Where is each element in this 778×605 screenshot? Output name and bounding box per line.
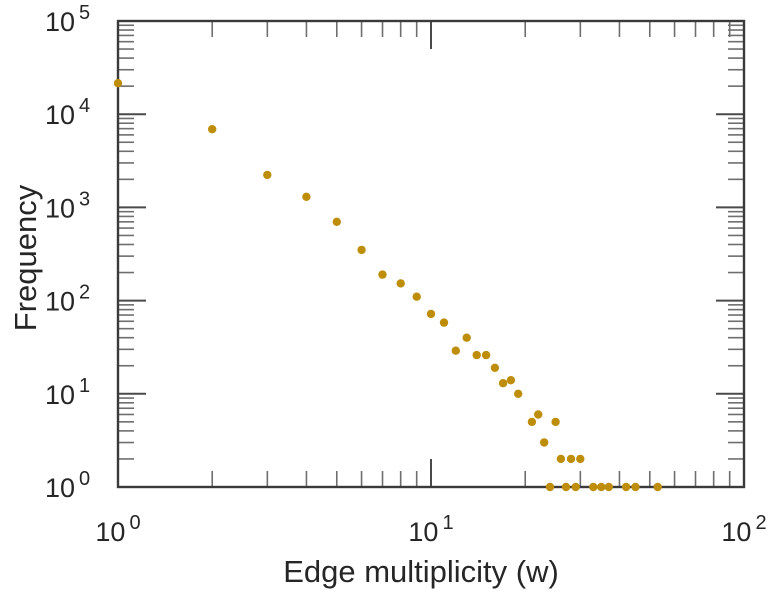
data-point: [566, 454, 576, 464]
data-point: [490, 363, 500, 372]
data-point: [631, 482, 640, 492]
tick-labels-layer: 10 0 10 1 10 2 10 0 10 1 10 2 10 3 10 4 10 5: [45, 2, 767, 547]
y-tick-label: 10 2: [45, 282, 90, 317]
x-tick-label: 10 2: [721, 512, 766, 547]
data-point: [472, 350, 481, 360]
data-point: [589, 482, 598, 492]
data-point: [302, 192, 311, 201]
data-point: [556, 454, 566, 464]
y-tick-label: 10 3: [45, 188, 90, 223]
x-tick-label: 10 0: [95, 512, 140, 547]
data-point: [621, 482, 631, 492]
data-point: [551, 417, 560, 427]
data-point: [439, 318, 449, 327]
y-tick-label: 10 5: [45, 2, 90, 37]
data-point: [412, 292, 421, 301]
data-point: [481, 350, 491, 360]
plot-frame: [116, 19, 746, 489]
y-tick-label: 10 1: [45, 375, 90, 410]
data-point: [506, 376, 516, 385]
data-points-layer: [113, 79, 662, 492]
data-point: [378, 270, 387, 279]
data-point: [527, 417, 537, 427]
y-tick-label: 10 0: [45, 468, 90, 503]
data-point: [332, 217, 341, 226]
data-point: [498, 379, 508, 388]
data-point: [396, 279, 405, 288]
data-point: [357, 245, 366, 255]
data-point: [263, 170, 272, 180]
data-point: [462, 333, 471, 342]
data-point: [653, 482, 662, 492]
x-axis-title: Edge multiplicity (w): [283, 554, 559, 589]
data-point: [576, 454, 585, 464]
data-point: [571, 482, 580, 492]
data-point: [426, 309, 436, 319]
data-point: [208, 125, 217, 134]
data-point: [545, 482, 555, 492]
data-point: [514, 389, 523, 398]
data-point: [540, 438, 549, 447]
data-point: [113, 79, 123, 88]
data-point: [561, 482, 571, 492]
data-point: [451, 346, 460, 355]
data-point: [604, 482, 613, 492]
y-tick-label: 10 4: [45, 95, 90, 130]
x-tick-label: 10 1: [408, 512, 453, 547]
data-point: [597, 482, 606, 492]
data-point: [534, 410, 543, 419]
y-axis-title: Frequency: [8, 184, 43, 331]
ticks-layer: [117, 20, 745, 488]
